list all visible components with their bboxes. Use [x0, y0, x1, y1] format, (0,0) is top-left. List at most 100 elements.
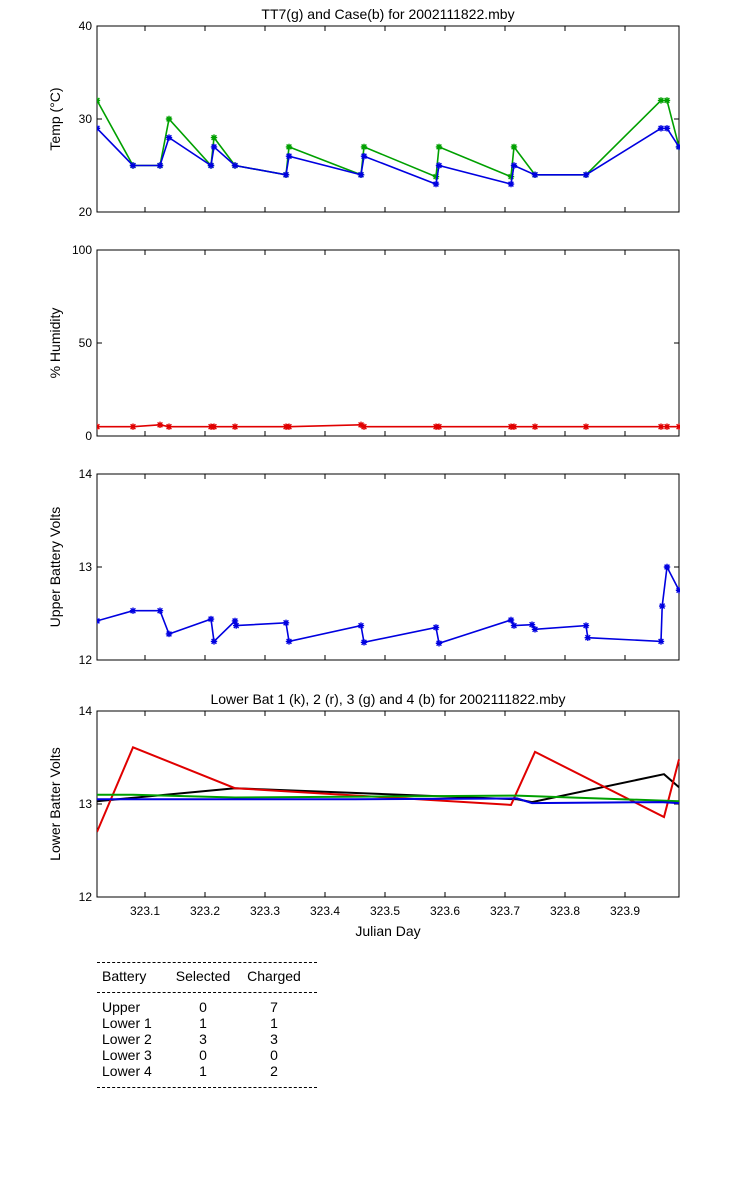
y-tick-label: 100 — [72, 243, 92, 257]
data-point — [510, 622, 518, 629]
data-point — [97, 97, 101, 104]
data-point — [435, 143, 443, 151]
data-point — [657, 125, 665, 132]
chart-panel-2: 0 50 100 % Humidity — [47, 243, 680, 443]
cell-battery: Lower 4 — [102, 1063, 152, 1079]
data-point — [207, 615, 215, 623]
data-point — [97, 617, 101, 625]
header-selected: Selected — [175, 968, 231, 984]
cell-selected: 1 — [199, 1063, 207, 1079]
x-tick-label: 323.8 — [550, 904, 580, 918]
table-row: Lower 3 0 0 — [102, 1047, 317, 1063]
data-point — [531, 626, 539, 633]
cell-charged: 3 — [270, 1031, 278, 1047]
data-point — [233, 622, 240, 629]
data-point — [207, 162, 215, 169]
data-point — [357, 622, 365, 629]
data-point — [663, 125, 671, 132]
series-line-2 — [97, 127, 680, 186]
data-point — [210, 134, 218, 141]
series-line-2 — [97, 746, 680, 833]
chart-title: Lower Bat 1 (k), 2 (r), 3 (g) and 4 (b) … — [210, 691, 565, 707]
series-group — [97, 746, 680, 833]
data-point — [210, 638, 218, 645]
data-point — [663, 423, 671, 430]
table-top-rule — [97, 962, 317, 963]
y-tick-label: 13 — [79, 797, 93, 811]
data-point — [507, 173, 515, 180]
header-battery: Battery — [102, 968, 147, 984]
data-point — [97, 423, 101, 430]
data-point — [582, 622, 590, 629]
data-point — [657, 423, 665, 430]
data-point — [432, 173, 440, 180]
data-point — [165, 423, 173, 430]
y-tick-label: 12 — [79, 890, 93, 904]
series-group — [97, 421, 680, 430]
x-axis-label: Julian Day — [355, 923, 420, 939]
data-point — [97, 125, 101, 132]
plot-frame — [96, 473, 680, 661]
cell-charged: 1 — [270, 1015, 278, 1031]
y-tick-label: 50 — [79, 336, 93, 350]
battery-table: Battery Selected Charged Upper 0 7 Lower… — [97, 962, 317, 1088]
data-point — [657, 638, 665, 645]
data-point — [435, 423, 443, 430]
data-point — [510, 423, 518, 430]
y-tick-label: 40 — [79, 19, 93, 33]
data-point — [507, 616, 515, 624]
data-point — [360, 639, 368, 646]
chart-panel-4: 12 13 14 323.1 323.2 323.3 323.4 323.5 323.6 323.… — [47, 691, 680, 939]
series-line-1 — [97, 423, 679, 428]
cell-selected: 0 — [199, 1047, 207, 1063]
series-line-3 — [97, 793, 680, 803]
data-point — [528, 621, 536, 628]
data-point — [357, 171, 365, 178]
x-tick-label: 323.3 — [250, 904, 280, 918]
cell-battery: Lower 2 — [102, 1031, 152, 1047]
series-group — [97, 97, 680, 188]
y-tick-label: 20 — [79, 205, 93, 219]
data-point — [582, 171, 590, 178]
chart-panel-3: 12 13 14 Upper Battery Volts — [47, 467, 680, 667]
data-point — [510, 162, 518, 169]
data-point — [432, 624, 440, 631]
data-point — [584, 634, 591, 641]
table-row: Lower 2 3 3 — [102, 1031, 317, 1047]
data-point — [129, 423, 137, 430]
data-point — [285, 423, 293, 430]
x-tick-label: 323.2 — [190, 904, 220, 918]
data-point — [231, 162, 239, 169]
data-point — [675, 143, 680, 151]
data-point — [285, 638, 293, 645]
data-point — [663, 563, 671, 571]
data-point — [675, 587, 680, 594]
cell-selected: 1 — [199, 1015, 207, 1031]
data-point — [435, 640, 443, 647]
y-axis-label: Temp (°C) — [47, 87, 63, 150]
table-row: Upper 0 7 — [102, 999, 317, 1015]
series-line-4 — [97, 797, 680, 805]
chart-title: TT7(g) and Case(b) for 2002111822.mby — [261, 6, 514, 22]
cell-selected: 3 — [199, 1031, 207, 1047]
data-point — [360, 423, 368, 430]
data-point — [531, 171, 539, 178]
table-row: Lower 4 1 2 — [102, 1063, 317, 1079]
chart-panel-1: 20 30 40 TT7(g) and Case(b) for 2002111822.… — [47, 6, 680, 219]
x-tick-label: 323.7 — [490, 904, 520, 918]
cell-battery: Upper — [102, 999, 141, 1015]
series-group — [97, 563, 680, 647]
data-point — [360, 153, 368, 160]
x-tick-label: 323.9 — [610, 904, 640, 918]
y-tick-label: 14 — [79, 704, 93, 718]
data-point — [675, 423, 680, 430]
y-tick-label: 14 — [79, 467, 93, 481]
data-point — [210, 143, 218, 151]
data-point — [165, 630, 173, 638]
cell-charged: 7 — [270, 999, 278, 1015]
x-tick-label: 323.5 — [370, 904, 400, 918]
data-point — [156, 162, 164, 169]
table-body: Upper 0 7 Lower 1 1 1 Lower 2 3 3 Lower … — [102, 999, 317, 1079]
data-point — [165, 115, 173, 123]
data-point — [231, 617, 239, 625]
